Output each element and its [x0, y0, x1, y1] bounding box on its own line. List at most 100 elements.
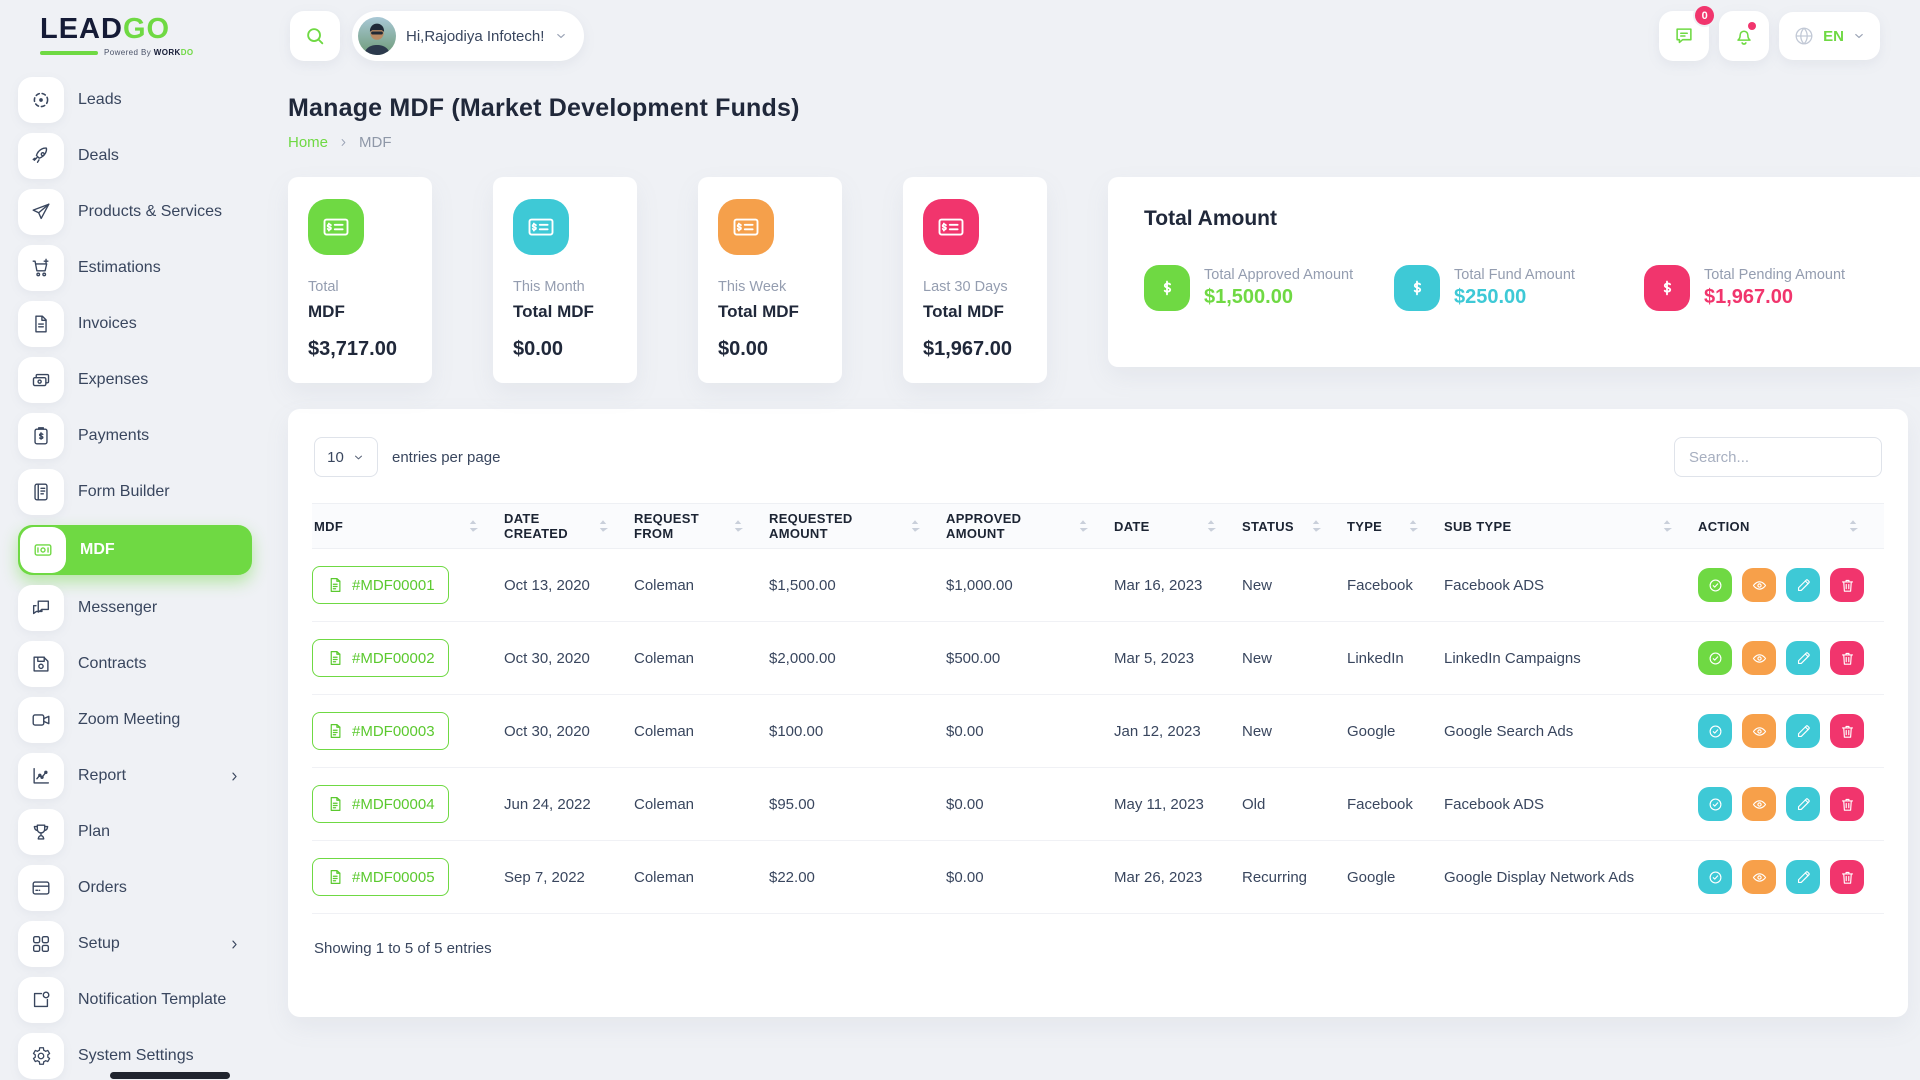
column-header-date[interactable]: DATE [1114, 518, 1242, 534]
edit-button[interactable] [1786, 641, 1820, 675]
total-item-total-approved-amount: Total Approved Amount $1,500.00 [1144, 265, 1394, 311]
form-builder-icon [30, 481, 52, 503]
mdf-badge[interactable]: #MDF00001 [312, 566, 449, 604]
view-button[interactable] [1742, 641, 1776, 675]
sidebar-item-contracts[interactable]: Contracts [18, 641, 252, 687]
products-services-icon [30, 201, 52, 223]
cell-request-from: Coleman [634, 576, 695, 594]
stat-period: Total [308, 279, 339, 295]
column-header-request-from[interactable]: REQUEST FROM [634, 511, 769, 541]
sidebar-item-label: Report [78, 767, 127, 784]
sidebar-item-report[interactable]: Report [18, 753, 252, 799]
view-button[interactable] [1742, 860, 1776, 894]
column-header-type[interactable]: TYPE [1347, 518, 1444, 534]
total-item-amount: $1,967.00 [1704, 286, 1793, 308]
cell-request-from: Coleman [634, 722, 695, 740]
sidebar-item-expenses[interactable]: Expenses [18, 357, 252, 403]
edit-button[interactable] [1786, 714, 1820, 748]
entries-per-page-select[interactable]: 10 [314, 437, 378, 477]
column-header-sub-type[interactable]: SUB TYPE [1444, 518, 1698, 534]
view-button[interactable] [1742, 787, 1776, 821]
globe-icon [1793, 25, 1815, 47]
brand-lead: LEAD [40, 13, 123, 45]
mdf-id: #MDF00001 [352, 576, 435, 594]
sort-icon [1312, 520, 1321, 532]
sidebar-item-products-services[interactable]: Products & Services [18, 189, 252, 235]
total-item-total-fund-amount: Total Fund Amount $250.00 [1394, 265, 1644, 311]
breadcrumb-home-link[interactable]: Home [288, 134, 329, 151]
search-button[interactable] [290, 11, 340, 61]
mdf-badge[interactable]: #MDF00005 [312, 858, 449, 896]
entries-per-page-value: 10 [327, 448, 344, 466]
total-item-label: Total Pending Amount [1704, 267, 1846, 283]
mdf-badge[interactable]: #MDF00002 [312, 639, 449, 677]
edit-button[interactable] [1786, 860, 1820, 894]
approve-button[interactable] [1698, 714, 1732, 748]
sidebar-item-zoom-meeting[interactable]: Zoom Meeting [18, 697, 252, 743]
approve-button[interactable] [1698, 641, 1732, 675]
sidebar-item-label: Products & Services [78, 203, 223, 220]
notifications-button[interactable] [1719, 11, 1770, 61]
mdf-icon [32, 539, 54, 561]
total-item-amount: $1,500.00 [1204, 286, 1293, 308]
approve-button[interactable] [1698, 787, 1732, 821]
check-circle-icon [1707, 869, 1724, 886]
mdf-badge[interactable]: #MDF00003 [312, 712, 449, 750]
sidebar-item-invoices[interactable]: Invoices [18, 301, 252, 347]
expenses-icon [30, 369, 52, 391]
sidebar-item-notification-template[interactable]: Notification Template [18, 977, 252, 1023]
sidebar-item-form-builder[interactable]: Form Builder [18, 469, 252, 515]
sidebar-item-deals[interactable]: Deals [18, 133, 252, 179]
chevron-right-icon [227, 937, 242, 952]
contracts-icon [30, 653, 52, 675]
approve-button[interactable] [1698, 860, 1732, 894]
sidebar-item-estimations[interactable]: Estimations [18, 245, 252, 291]
sidebar-item-payments[interactable]: Payments [18, 413, 252, 459]
stat-card-last-30-days: Last 30 Days Total MDF $1,967.00 [903, 177, 1047, 383]
delete-button[interactable] [1830, 787, 1864, 821]
delete-button[interactable] [1830, 714, 1864, 748]
search-icon [304, 25, 326, 47]
sidebar-item-messenger[interactable]: Messenger [18, 585, 252, 631]
sidebar-item-system-settings[interactable]: System Settings [18, 1033, 252, 1079]
cell-actions [1698, 787, 1884, 821]
edit-button[interactable] [1786, 568, 1820, 602]
messages-button[interactable]: 0 [1659, 6, 1715, 61]
notification-template-icon [30, 989, 52, 1011]
view-button[interactable] [1742, 714, 1776, 748]
sort-icon [734, 520, 743, 532]
mdf-badge[interactable]: #MDF00004 [312, 785, 449, 823]
sort-icon [1663, 520, 1672, 532]
table-search-input[interactable] [1674, 437, 1882, 477]
sidebar-item-orders[interactable]: Orders [18, 865, 252, 911]
column-header-status[interactable]: STATUS [1242, 518, 1347, 534]
scrollbar-thumb[interactable] [110, 1072, 230, 1079]
column-header-approved-amount[interactable]: APPROVED AMOUNT [946, 511, 1114, 541]
sidebar-item-plan[interactable]: Plan [18, 809, 252, 855]
profile-menu[interactable]: Hi,Rajodiya Infotech! [352, 11, 585, 61]
cell-status: Recurring [1242, 868, 1308, 886]
view-button[interactable] [1742, 568, 1776, 602]
sidebar-item-setup[interactable]: Setup [18, 921, 252, 967]
pencil-icon [1795, 577, 1812, 594]
total-item-label: Total Approved Amount [1204, 267, 1354, 283]
avatar [358, 17, 396, 55]
cell-approved-amount: $0.00 [946, 722, 984, 740]
delete-button[interactable] [1830, 860, 1864, 894]
language-selector[interactable]: EN [1779, 12, 1880, 60]
delete-button[interactable] [1830, 641, 1864, 675]
approve-button[interactable] [1698, 568, 1732, 602]
column-header-requested-amount[interactable]: REQUESTED AMOUNT [769, 511, 946, 541]
column-header-action[interactable]: ACTION [1698, 518, 1884, 534]
stat-title: MDF [308, 302, 345, 321]
pencil-icon [1795, 723, 1812, 740]
cell-requested-amount: $1,500.00 [769, 576, 836, 594]
delete-button[interactable] [1830, 568, 1864, 602]
column-header-date-created[interactable]: DATE CREATED [504, 511, 634, 541]
edit-button[interactable] [1786, 787, 1820, 821]
sidebar-item-mdf[interactable]: MDF [18, 525, 252, 575]
column-header-mdf[interactable]: MDF [312, 518, 504, 534]
cell-status: New [1242, 722, 1273, 740]
sidebar-item-leads[interactable]: Leads [18, 77, 252, 123]
dollar-icon [1406, 277, 1428, 299]
